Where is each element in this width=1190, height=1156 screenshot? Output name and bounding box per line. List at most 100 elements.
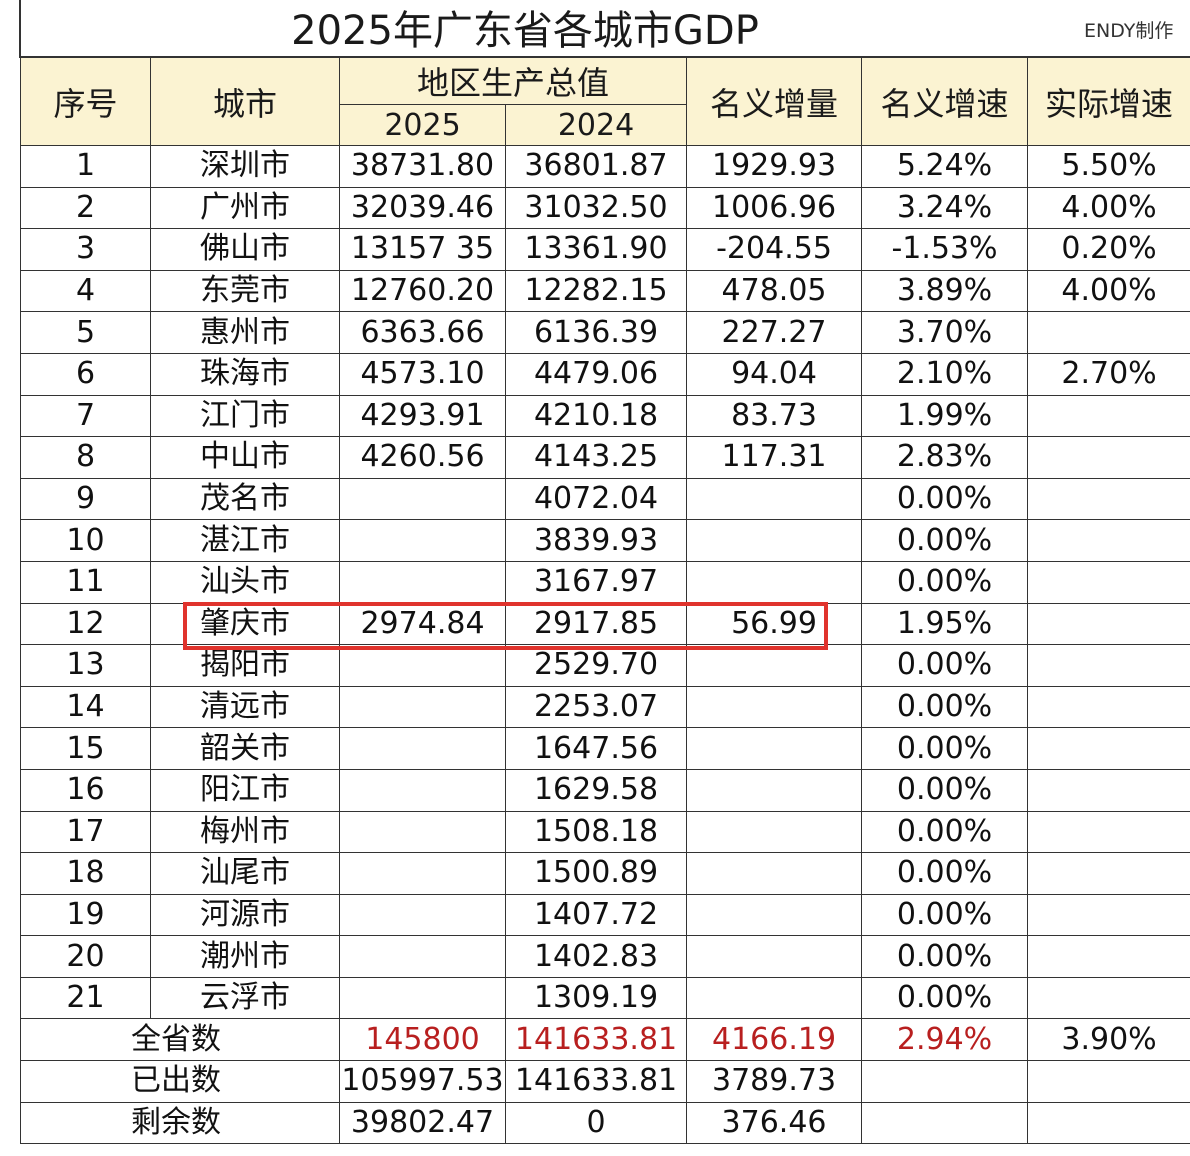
cell-y2025: 4260.56 — [339, 436, 506, 479]
cell-y2024: 4143.25 — [504, 436, 688, 479]
summary-label: 剩余数 — [20, 1101, 340, 1145]
header-year-2024: 2024 — [504, 104, 688, 146]
cell-real — [1027, 602, 1190, 646]
header-seq: 序号 — [20, 57, 151, 146]
cell-nom: -1.53% — [861, 228, 1029, 271]
title-bar: 2025年广东省各城市GDP ENDY制作 — [0, 0, 1190, 58]
cell-y2024: 6136.39 — [504, 311, 688, 354]
cell-seq: 11 — [20, 560, 151, 604]
cell-inc — [686, 685, 863, 729]
cell-seq: 14 — [20, 685, 151, 729]
cell-real: 4.00% — [1027, 186, 1190, 230]
table-row: 10 湛江市 3839.93 0.00% — [20, 519, 1190, 562]
cell-city: 深圳市 — [150, 145, 340, 188]
cell-y2024: 2917.85 — [504, 602, 688, 646]
summary-cell-real — [1027, 1060, 1190, 1103]
summary-cell-nom — [861, 1101, 1029, 1145]
cell-seq: 15 — [20, 727, 151, 770]
cell-city: 梅州市 — [150, 810, 340, 854]
cell-inc — [686, 560, 863, 604]
summary-label: 全省数 — [20, 1018, 340, 1062]
header-nominal-growth: 名义增速 — [861, 57, 1029, 146]
cell-y2025 — [339, 644, 506, 687]
cell-y2024: 1309.19 — [504, 976, 688, 1020]
table-row: 7 江门市 4293.91 4210.18 83.73 1.99% — [20, 394, 1190, 438]
summary-cell-nom: 2.94% — [861, 1018, 1029, 1062]
cell-seq: 19 — [20, 893, 151, 937]
cell-real — [1027, 852, 1190, 895]
cell-inc: 56.99 — [686, 602, 863, 646]
table-row: 1 深圳市 38731.80 36801.87 1929.93 5.24% 5.50% — [20, 145, 1190, 188]
cell-y2024: 2529.70 — [504, 644, 688, 687]
summary-cell-y2025: 105997.53 — [339, 1060, 506, 1103]
table-row: 13 揭阳市 2529.70 0.00% — [20, 644, 1190, 687]
cell-inc — [686, 644, 863, 687]
cell-seq: 1 — [20, 145, 151, 188]
cell-seq: 5 — [20, 311, 151, 354]
cell-real — [1027, 394, 1190, 438]
cell-nom: 0.00% — [861, 852, 1029, 895]
cell-real — [1027, 436, 1190, 479]
cell-nom: 0.00% — [861, 560, 1029, 604]
cell-real — [1027, 311, 1190, 354]
cell-nom: 0.00% — [861, 644, 1029, 687]
cell-city: 汕尾市 — [150, 852, 340, 895]
cell-y2024: 1407.72 — [504, 893, 688, 937]
cell-inc: 227.27 — [686, 311, 863, 354]
cell-inc: 478.05 — [686, 269, 863, 313]
cell-inc: -204.55 — [686, 228, 863, 271]
table-row: 15 韶关市 1647.56 0.00% — [20, 727, 1190, 770]
cell-y2025 — [339, 685, 506, 729]
cell-city: 佛山市 — [150, 228, 340, 271]
cell-inc — [686, 935, 863, 978]
summary-cell-nom — [861, 1060, 1029, 1103]
table-row: 12 肇庆市 2974.84 2917.85 56.99 1.95% — [20, 602, 1190, 646]
cell-city: 河源市 — [150, 893, 340, 937]
cell-y2025: 6363.66 — [339, 311, 506, 354]
cell-inc: 117.31 — [686, 436, 863, 479]
cell-seq: 10 — [20, 519, 151, 562]
cell-y2025: 4573.10 — [339, 352, 506, 396]
cell-real — [1027, 519, 1190, 562]
cell-y2024: 3839.93 — [504, 519, 688, 562]
cell-city: 茂名市 — [150, 477, 340, 521]
cell-real — [1027, 768, 1190, 812]
cell-y2025 — [339, 893, 506, 937]
cell-y2025: 2974.84 — [339, 602, 506, 646]
cell-city: 韶关市 — [150, 727, 340, 770]
cell-inc — [686, 893, 863, 937]
table-body: 1 深圳市 38731.80 36801.87 1929.93 5.24% 5.50% 2 广州… — [20, 145, 1190, 1145]
cell-city: 潮州市 — [150, 935, 340, 978]
cell-seq: 9 — [20, 477, 151, 521]
cell-seq: 6 — [20, 352, 151, 396]
cell-y2024: 12282.15 — [504, 269, 688, 313]
cell-y2024: 4072.04 — [504, 477, 688, 521]
cell-y2025: 13157 35 — [339, 228, 506, 271]
summary-cell-y2024: 141633.81 — [504, 1018, 688, 1062]
cell-seq: 13 — [20, 644, 151, 687]
summary-label: 已出数 — [20, 1060, 340, 1103]
cell-seq: 12 — [20, 602, 151, 646]
summary-row-released: 已出数 105997.53 141633.81 3789.73 — [20, 1060, 1190, 1103]
cell-nom: 3.89% — [861, 269, 1029, 313]
cell-real — [1027, 644, 1190, 687]
cell-nom: 0.00% — [861, 810, 1029, 854]
table-row: 11 汕头市 3167.97 0.00% — [20, 560, 1190, 604]
cell-y2025: 38731.80 — [339, 145, 506, 188]
cell-y2024: 1500.89 — [504, 852, 688, 895]
cell-inc — [686, 768, 863, 812]
cell-city: 广州市 — [150, 186, 340, 230]
cell-nom: 0.00% — [861, 477, 1029, 521]
cell-city: 肇庆市 — [150, 602, 340, 646]
cell-nom: 0.00% — [861, 976, 1029, 1020]
cell-nom: 0.00% — [861, 727, 1029, 770]
cell-city: 惠州市 — [150, 311, 340, 354]
cell-city: 清远市 — [150, 685, 340, 729]
header-year-2025: 2025 — [339, 104, 506, 146]
header-gdp: 地区生产总值 — [338, 57, 688, 105]
cell-inc: 1006.96 — [686, 186, 863, 230]
cell-city: 东莞市 — [150, 269, 340, 313]
cell-y2024: 2253.07 — [504, 685, 688, 729]
cell-seq: 8 — [20, 436, 151, 479]
